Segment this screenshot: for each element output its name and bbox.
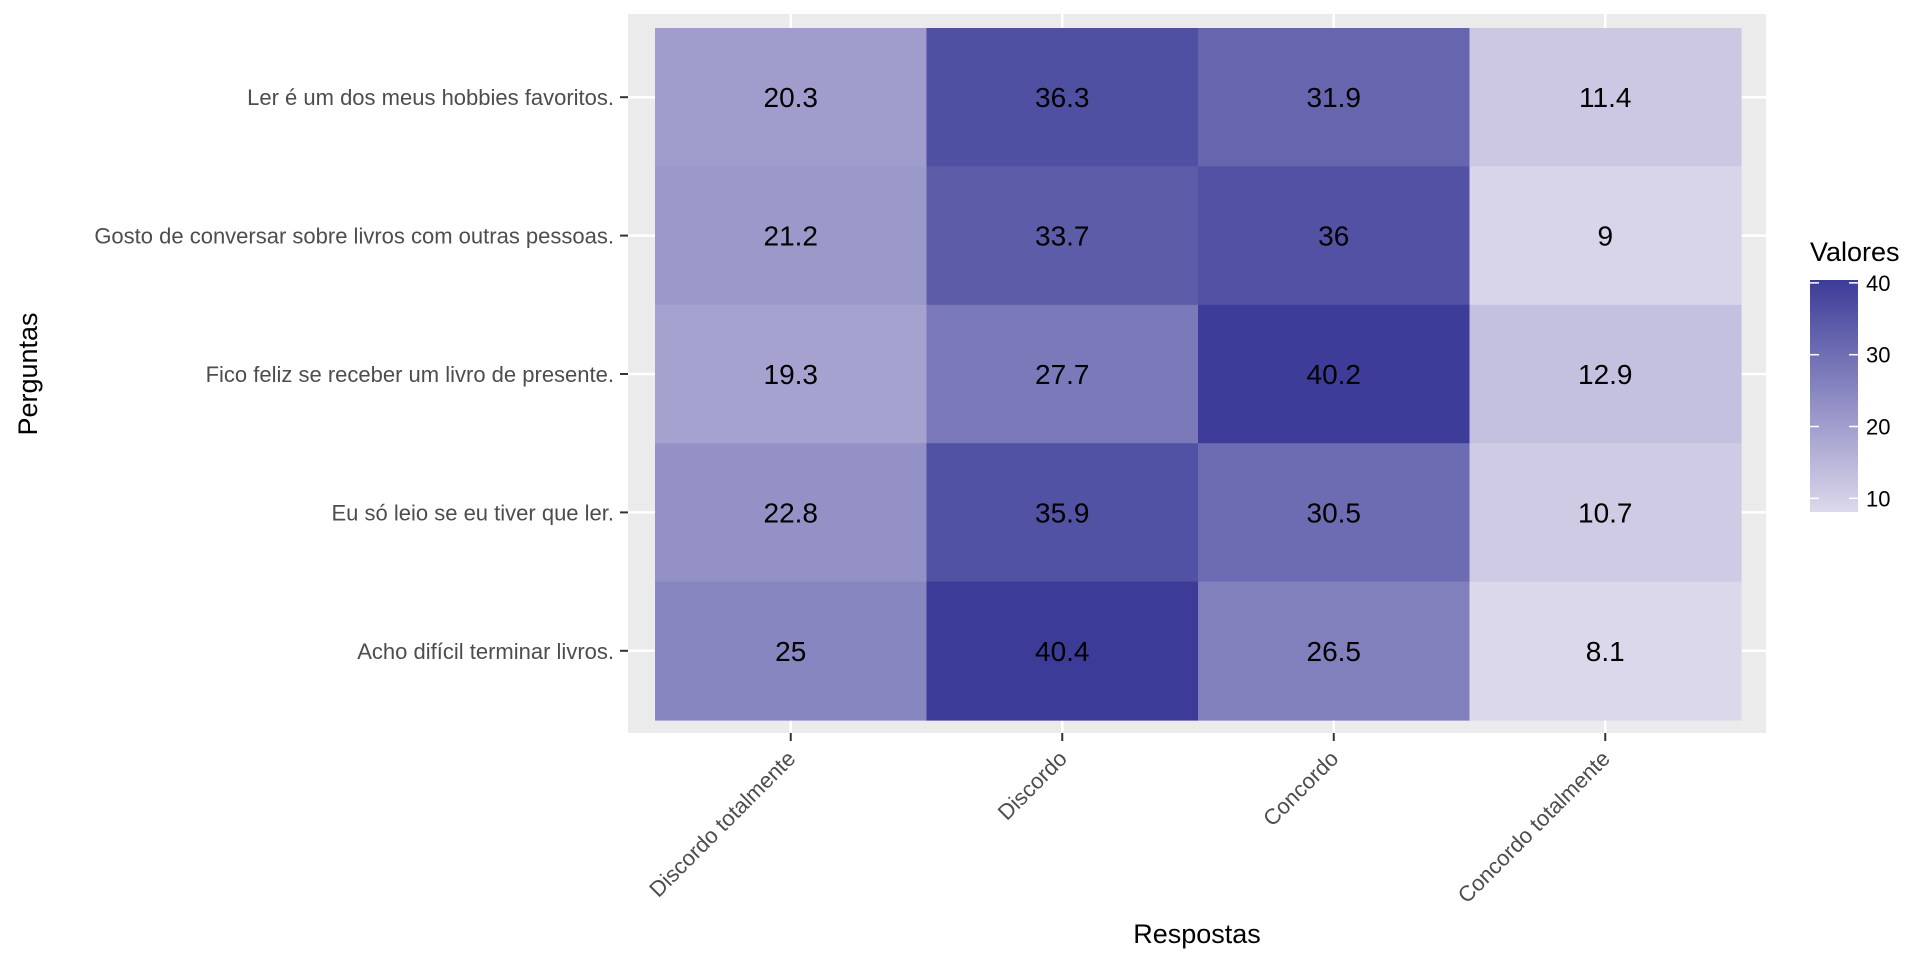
heatmap-cell <box>1198 304 1471 444</box>
heatmap-cell <box>1198 443 1471 583</box>
cell-value-label: 10.7 <box>1578 497 1633 528</box>
heatmap-cell <box>926 581 1199 721</box>
heatmap-cells <box>655 28 1742 721</box>
y-axis: Ler é um dos meus hobbies favoritos. Gost… <box>94 85 628 664</box>
cell-value-label: 36 <box>1318 221 1349 252</box>
heatmap-cell <box>655 443 928 583</box>
color-legend: Valores 10 20 30 40 <box>1810 237 1900 512</box>
heatmap-cell <box>926 443 1199 583</box>
cell-value-label: 9 <box>1597 221 1613 252</box>
x-tick-label: Concordo <box>1258 746 1343 831</box>
legend-tick-label: 10 <box>1866 486 1890 511</box>
heatmap-cell <box>1198 581 1471 721</box>
cell-value-label: 31.9 <box>1307 82 1362 113</box>
x-tick-label: Concordo totalmente <box>1453 746 1615 908</box>
x-tick-label: Discordo totalmente <box>644 746 800 902</box>
heatmap-cell <box>926 166 1199 306</box>
legend-tick-label: 40 <box>1866 271 1890 296</box>
legend-title: Valores <box>1810 237 1900 267</box>
heatmap-cell <box>655 581 928 721</box>
cell-value-label: 27.7 <box>1035 359 1090 390</box>
cell-value-label: 40.2 <box>1307 359 1362 390</box>
legend-tick-label: 20 <box>1866 415 1890 440</box>
cell-value-label: 33.7 <box>1035 221 1090 252</box>
heatmap-cell <box>926 304 1199 444</box>
cell-value-label: 30.5 <box>1307 497 1362 528</box>
heatmap-cell <box>1469 581 1742 721</box>
y-tick-label: Acho difícil terminar livros. <box>357 639 614 664</box>
heatmap-cell <box>655 28 928 167</box>
legend-tick-label: 30 <box>1866 343 1890 368</box>
heatmap-cell <box>1469 443 1742 583</box>
cell-value-label: 20.3 <box>764 82 819 113</box>
heatmap-cell <box>1198 28 1471 167</box>
x-axis: Discordo totalmente Discordo Concordo Conco… <box>644 733 1615 908</box>
heatmap-cell <box>655 304 928 444</box>
y-tick-label: Gosto de conversar sobre livros com outr… <box>94 224 614 249</box>
x-axis-title: Respostas <box>1133 919 1261 949</box>
cell-value-label: 40.4 <box>1035 636 1090 667</box>
x-tick-label: Discordo <box>993 746 1072 825</box>
cell-value-label: 35.9 <box>1035 497 1090 528</box>
y-tick-label: Eu só leio se eu tiver que ler. <box>332 500 615 525</box>
heatmap-cell <box>655 166 928 306</box>
cell-value-label: 22.8 <box>764 497 819 528</box>
heatmap-cell <box>1469 28 1742 167</box>
cell-value-label: 36.3 <box>1035 82 1090 113</box>
y-tick-label: Ler é um dos meus hobbies favoritos. <box>247 85 614 110</box>
cell-value-label: 11.4 <box>1579 82 1631 113</box>
cell-value-label: 26.5 <box>1307 636 1362 667</box>
cell-labels: 20.3 36.3 31.9 11.4 21.2 33.7 36 9 19.3 27.7 40.2 1… <box>764 82 1633 667</box>
cell-value-label: 25 <box>775 636 806 667</box>
cell-value-label: 19.3 <box>764 359 819 390</box>
cell-value-label: 21.2 <box>764 221 819 252</box>
cell-value-label: 12.9 <box>1578 359 1633 390</box>
y-axis-title: Perguntas <box>13 312 43 435</box>
heatmap-cell <box>926 28 1199 167</box>
legend-ticks: 10 20 30 40 <box>1810 271 1890 511</box>
y-tick-label: Fico feliz se receber um livro de presen… <box>206 362 614 387</box>
cell-value-label: 8.1 <box>1586 636 1625 667</box>
heatmap-cell <box>1469 166 1742 306</box>
legend-colorbar <box>1810 280 1858 512</box>
heatmap-cell <box>1469 304 1742 444</box>
heatmap-cell <box>1198 166 1471 306</box>
